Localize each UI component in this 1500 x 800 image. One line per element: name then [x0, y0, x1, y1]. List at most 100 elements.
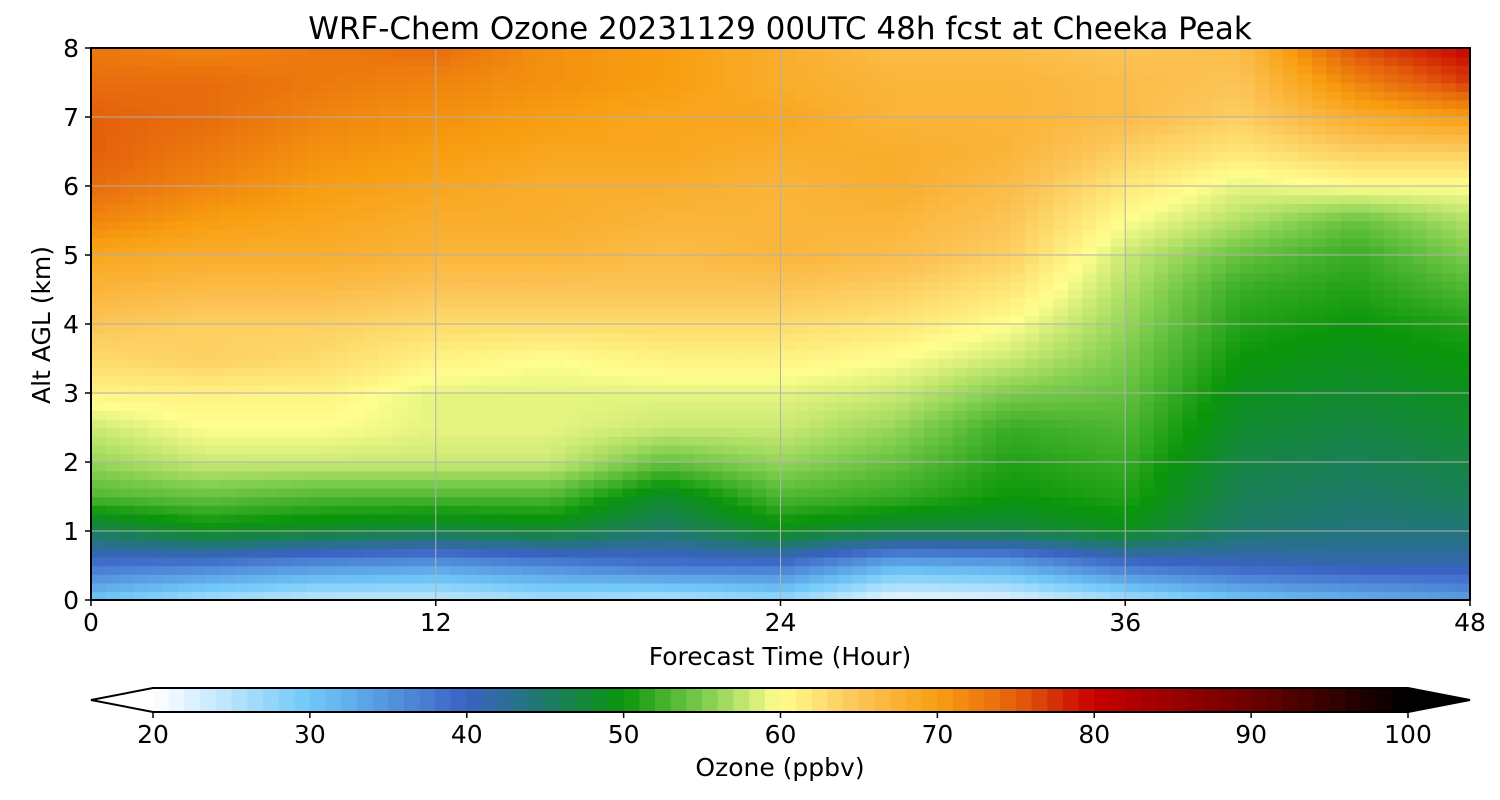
heatmap-cell [478, 272, 494, 282]
heatmap-cell [1326, 479, 1342, 489]
heatmap-cell [521, 453, 537, 463]
heatmap-cell [536, 393, 552, 403]
heatmap-cell [536, 427, 552, 437]
heatmap-cell [1225, 539, 1241, 549]
heatmap-cell [349, 246, 365, 256]
heatmap-cell [780, 410, 796, 420]
heatmap-cell [665, 194, 681, 204]
heatmap-cell [1369, 211, 1385, 222]
heatmap-cell [593, 298, 609, 308]
heatmap-cell [1225, 341, 1241, 351]
heatmap-cell [134, 444, 150, 455]
heatmap-cell [1153, 272, 1170, 282]
heatmap-cell [1096, 263, 1112, 273]
heatmap-cell [1311, 160, 1328, 170]
heatmap-cell [766, 186, 782, 196]
heatmap-cell [1412, 220, 1428, 230]
heatmap-cell [995, 349, 1012, 360]
heatmap-cell [1182, 341, 1198, 351]
heatmap-cell [134, 203, 150, 213]
heatmap-cell [1096, 375, 1112, 386]
heatmap-cell [1153, 487, 1170, 498]
heatmap-cell [665, 548, 681, 558]
heatmap-cell [450, 410, 466, 420]
heatmap-cell [392, 255, 408, 265]
heatmap-cell [909, 470, 925, 480]
heatmap-cell [1441, 263, 1457, 273]
heatmap-cell [938, 410, 954, 420]
heatmap-cell [435, 237, 451, 248]
heatmap-cell [450, 324, 466, 334]
heatmap-cell [277, 280, 293, 291]
heatmap-cell [651, 332, 667, 342]
heatmap-cell [579, 237, 595, 248]
heatmap-cell [392, 367, 408, 377]
heatmap-cell [565, 289, 581, 299]
heatmap-cell [119, 142, 135, 153]
heatmap-cell [723, 393, 739, 403]
heatmap-cell [162, 186, 178, 196]
heatmap-cell [1039, 418, 1055, 429]
heatmap-cell [421, 280, 437, 291]
heatmap-cell [837, 393, 854, 403]
heatmap-cell [177, 315, 193, 325]
heatmap-cell [593, 470, 609, 480]
heatmap-cell [363, 513, 379, 524]
heatmap-cell [536, 487, 552, 498]
heatmap-cell [995, 436, 1012, 446]
heatmap-cell [881, 324, 897, 334]
heatmap-cell [1096, 418, 1112, 429]
heatmap-cell [1455, 393, 1470, 403]
heatmap-cell [335, 349, 351, 360]
heatmap-cell [766, 255, 782, 265]
heatmap-cell [220, 574, 236, 584]
heatmap-cell [938, 591, 954, 600]
heatmap-cell [349, 436, 365, 446]
heatmap-cell [1441, 418, 1457, 429]
heatmap-cell [277, 496, 293, 506]
heatmap-cell [1311, 168, 1328, 179]
heatmap-cell [1340, 548, 1356, 558]
heatmap-cell [507, 470, 523, 480]
heatmap-cell [737, 401, 753, 411]
heatmap-cell [608, 203, 624, 213]
heatmap-cell [1024, 513, 1040, 524]
heatmap-cell [1110, 289, 1126, 299]
heatmap-cell [493, 401, 509, 411]
heatmap-cell [1125, 237, 1141, 248]
heatmap-cell [751, 211, 767, 222]
heatmap-cell [895, 505, 911, 515]
heatmap-cell [234, 220, 250, 230]
heatmap-cell [737, 280, 753, 291]
heatmap-cell [1225, 203, 1241, 213]
heatmap-cell [967, 255, 983, 265]
heatmap-cell [636, 479, 652, 489]
heatmap-cell [1383, 513, 1399, 524]
heatmap-cell [852, 177, 868, 187]
heatmap-cell [162, 341, 178, 351]
heatmap-cell [306, 315, 322, 325]
heatmap-cell [234, 229, 250, 239]
heatmap-cell [277, 324, 293, 334]
heatmap-cell [378, 168, 394, 179]
heatmap-cell [263, 375, 279, 386]
heatmap-cell [378, 272, 394, 282]
heatmap-cell [1398, 548, 1414, 558]
heatmap-cell [1082, 349, 1098, 360]
heatmap-cell [521, 211, 537, 222]
heatmap-cell [1383, 280, 1399, 291]
heatmap-cell [148, 255, 164, 265]
heatmap-cell [1283, 203, 1299, 213]
heatmap-cell [852, 522, 868, 532]
heatmap-cell [1096, 272, 1112, 282]
heatmap-cell [407, 255, 423, 265]
heatmap-cell [134, 151, 150, 161]
heatmap-cell [521, 194, 537, 204]
heatmap-cell [134, 453, 150, 463]
heatmap-cell [837, 289, 854, 299]
heatmap-cell [1211, 358, 1227, 368]
heatmap-cell [292, 479, 308, 489]
heatmap-cell [119, 453, 135, 463]
heatmap-cell [1340, 565, 1356, 575]
heatmap-cell [593, 462, 609, 472]
